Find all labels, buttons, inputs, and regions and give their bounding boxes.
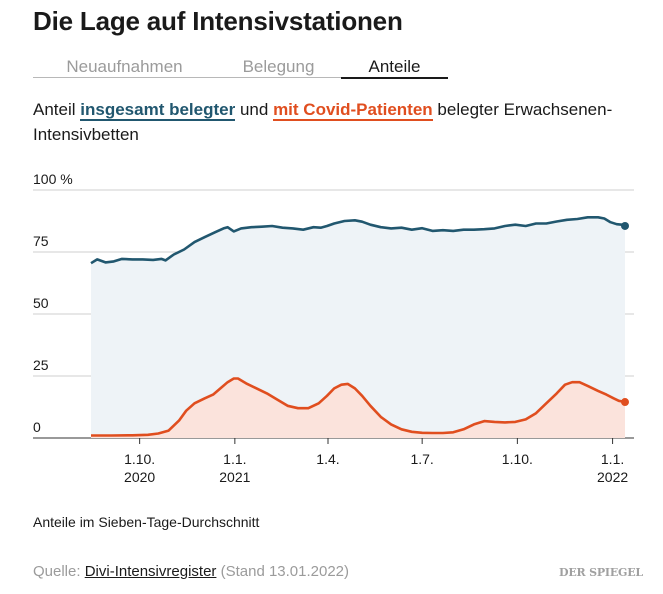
x-axis: 1.10. 2020 1.1. 2021 1.4. 1.7. 1.10. 1.1. 2022 — [124, 438, 628, 485]
spiegel-logo: DER SPIEGEL — [559, 566, 643, 579]
area-layer — [91, 217, 625, 438]
covid-occupancy-line — [91, 377, 626, 437]
covid-end-point — [621, 398, 629, 407]
x-tick-label: 1.4. — [316, 451, 339, 467]
x-tick-label: 1.7. — [410, 451, 433, 467]
y-tick-label: 25 — [33, 357, 49, 373]
x-tick-year: 2020 — [124, 469, 155, 485]
x-tick-label: 1.1. — [223, 451, 246, 467]
y-tick-label: 50 — [33, 295, 49, 311]
y-tick-label: 75 — [33, 233, 49, 249]
y-tick-label: 100 % — [33, 171, 73, 187]
source-line: Quelle: Divi-Intensivregister (Stand 13.… — [33, 563, 349, 580]
line-layer — [90, 216, 629, 437]
x-tick-year: 2021 — [219, 469, 250, 485]
x-tick-label: 1.1. — [601, 451, 624, 467]
chart-subtitle: Anteil insgesamt belegter und mit Covid-… — [33, 97, 643, 147]
tab-anteile[interactable]: Anteile — [341, 56, 448, 79]
x-tick-year: 2022 — [597, 469, 628, 485]
legend-total-occupied: insgesamt belegter — [80, 100, 236, 121]
legend-covid-patients: mit Covid-Patienten — [273, 100, 433, 121]
source-stand: (Stand 13.01.2022) — [220, 563, 350, 580]
chart-note: Anteile im Sieben-Tage-Durchschnitt — [33, 514, 260, 530]
x-tick-label: 1.10. — [502, 451, 533, 467]
total-end-point — [621, 221, 629, 230]
total-area-fill — [91, 217, 625, 438]
tab-neuaufnahmen[interactable]: Neuaufnahmen — [33, 56, 216, 78]
x-tick-label: 1.10. — [124, 451, 155, 467]
covid-area-fill — [91, 378, 625, 438]
y-tick-label: 0 — [33, 419, 41, 435]
source-prefix: Quelle: — [33, 563, 81, 580]
chart-title: Die Lage auf Intensivstationen — [33, 6, 403, 36]
subtitle-prefix: Anteil — [33, 100, 76, 119]
tab-bar: Neuaufnahmen Belegung Anteile — [33, 56, 448, 80]
subtitle-connector: und — [239, 100, 269, 119]
total-occupancy-line — [90, 216, 626, 265]
source-link[interactable]: Divi-Intensivregister — [84, 563, 217, 580]
subtitle-suffix: belegter Erwachsenen-Intensivbetten — [33, 100, 613, 144]
tab-belegung[interactable]: Belegung — [216, 56, 341, 78]
